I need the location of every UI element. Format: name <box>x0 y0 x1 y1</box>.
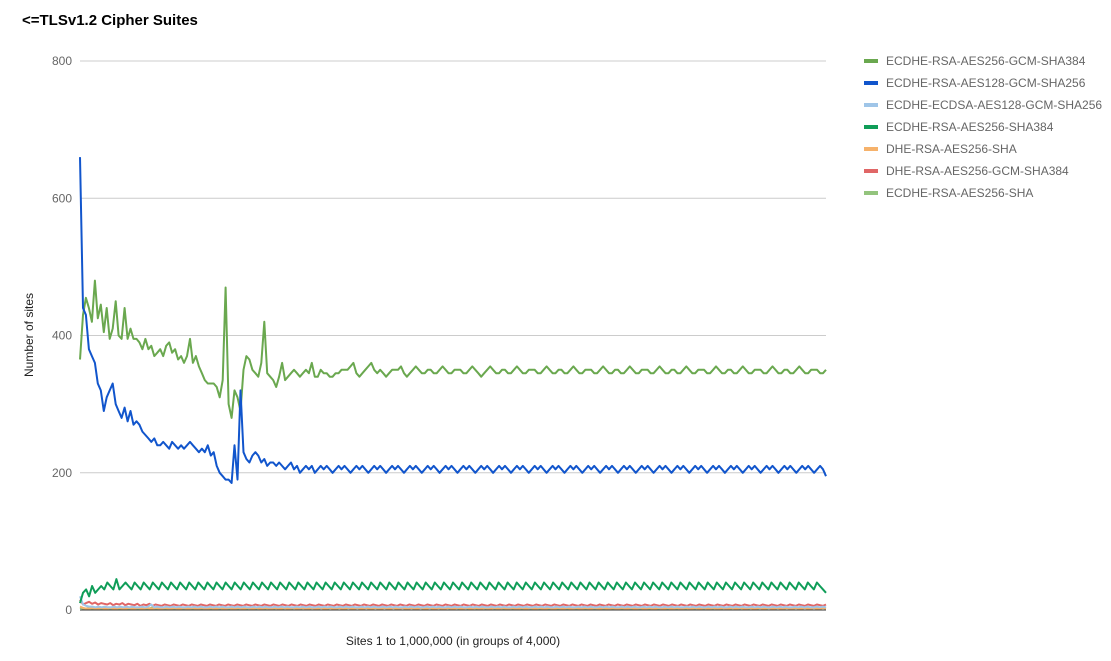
legend-label: DHE-RSA-AES256-SHA <box>886 142 1017 156</box>
y-tick-label: 600 <box>52 191 72 205</box>
legend-item: ECDHE-RSA-AES256-GCM-SHA384 <box>864 54 1086 68</box>
legend: ECDHE-RSA-AES256-GCM-SHA384 ECDHE-RSA-AES… <box>864 54 1102 200</box>
legend-swatch <box>864 103 878 107</box>
chart-title: <=TLSv1.2 Cipher Suites <box>22 12 198 29</box>
legend-item: ECDHE-RSA-AES128-GCM-SHA256 <box>864 76 1086 90</box>
legend-item: ECDHE-RSA-AES256-SHA384 <box>864 120 1054 134</box>
gridlines <box>80 60 826 474</box>
series-line-ecdhe-rsa-aes128-gcm-sha256 <box>79 157 827 484</box>
legend-label: ECDHE-RSA-AES128-GCM-SHA256 <box>886 76 1086 90</box>
x-axis-label: Sites 1 to 1,000,000 (in groups of 4,000… <box>346 634 560 648</box>
y-tick-label: 0 <box>65 603 72 617</box>
legend-item: ECDHE-ECDSA-AES128-GCM-SHA256 <box>864 98 1102 112</box>
legend-swatch <box>864 191 878 195</box>
legend-label: ECDHE-RSA-AES256-GCM-SHA384 <box>886 54 1086 68</box>
legend-swatch <box>864 81 878 85</box>
series-line-ecdhe-rsa-aes256-sha384 <box>79 578 827 604</box>
series-line-dhe-rsa-aes256-gcm-sha384 <box>79 599 827 607</box>
y-tick-label: 400 <box>52 329 72 343</box>
legend-label: ECDHE-RSA-AES256-SHA <box>886 186 1033 200</box>
series-line-ecdhe-ecdsa-aes128-gcm-sha256 <box>79 595 827 609</box>
y-axis-label: Number of sites <box>22 293 36 377</box>
y-tick-label: 200 <box>52 466 72 480</box>
legend-label: ECDHE-RSA-AES256-SHA384 <box>886 120 1054 134</box>
legend-label: DHE-RSA-AES256-GCM-SHA384 <box>886 164 1069 178</box>
legend-swatch <box>864 169 878 173</box>
y-axis-ticks: 0 200 400 600 800 <box>52 54 72 617</box>
legend-swatch <box>864 125 878 129</box>
legend-item: DHE-RSA-AES256-SHA <box>864 142 1017 156</box>
series-lines <box>79 157 827 610</box>
legend-label: ECDHE-ECDSA-AES128-GCM-SHA256 <box>886 98 1102 112</box>
legend-item: DHE-RSA-AES256-GCM-SHA384 <box>864 164 1069 178</box>
series-line-ecdhe-rsa-aes256-gcm-sha384 <box>79 279 827 419</box>
series-line-dhe-rsa-aes256-sha <box>79 605 827 610</box>
y-tick-label: 800 <box>52 54 72 68</box>
legend-item: ECDHE-RSA-AES256-SHA <box>864 186 1033 200</box>
legend-swatch <box>864 59 878 63</box>
legend-swatch <box>864 147 878 151</box>
